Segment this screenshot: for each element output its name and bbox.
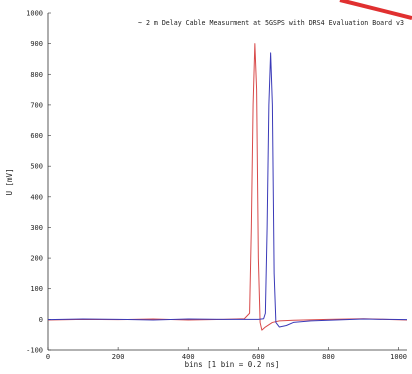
series-layer xyxy=(47,43,408,331)
corner-slash-mark xyxy=(339,0,412,20)
y-tick-label: -100 xyxy=(26,347,43,355)
y-tick-label: 100 xyxy=(30,285,43,293)
y-tick-label: 300 xyxy=(30,224,43,232)
y-tick-label: 400 xyxy=(30,193,43,201)
x-tick-label: 1000 xyxy=(390,353,407,361)
x-tick-label: 800 xyxy=(322,353,335,361)
y-tick-label: 500 xyxy=(30,163,43,171)
y-tick-label: 0 xyxy=(39,316,43,324)
y-tick-label: 700 xyxy=(30,101,43,109)
y-tick-label: 1000 xyxy=(26,10,43,18)
x-tick-label: 200 xyxy=(112,353,125,361)
axes xyxy=(47,13,407,351)
x-tick-label: 600 xyxy=(252,353,265,361)
x-tick-label: 400 xyxy=(182,353,195,361)
x-tick-label: 0 xyxy=(46,353,50,361)
y-tick-label: 600 xyxy=(30,132,43,140)
y-axis-label: U [mV] xyxy=(5,168,14,195)
x-axis-label: bins [1 bin = 0.2 ns] xyxy=(185,360,280,369)
y-tick-label: 900 xyxy=(30,40,43,48)
chart-title: ~ 2 m Delay Cable Measurment at 5GSPS wi… xyxy=(138,19,404,27)
y-tick-label: 800 xyxy=(30,71,43,79)
y-tick-label: 200 xyxy=(30,255,43,263)
series-line-1 xyxy=(47,43,408,331)
series-line-2 xyxy=(47,52,408,328)
